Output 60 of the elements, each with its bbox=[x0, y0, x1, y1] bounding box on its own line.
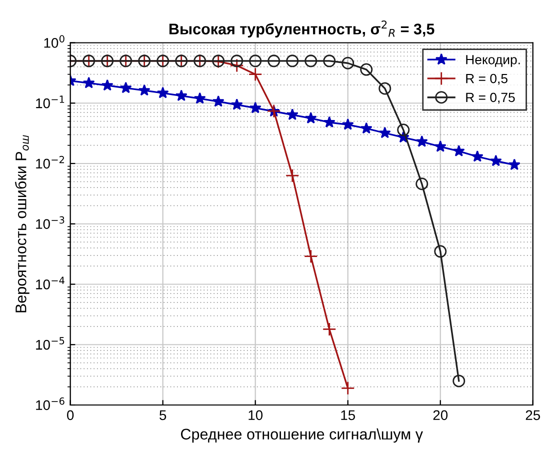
point bbox=[322, 322, 336, 336]
point bbox=[286, 108, 298, 120]
legend-label: R = 0,5 bbox=[466, 74, 508, 85]
point bbox=[230, 58, 244, 72]
y-tick-label: 10$^{−1}$ bbox=[36, 96, 64, 108]
point bbox=[416, 135, 428, 147]
y-axis-title: Вероятность ошибки P$_{ош}$ bbox=[14, 135, 30, 312]
point bbox=[452, 374, 466, 388]
point bbox=[342, 118, 354, 130]
point bbox=[304, 112, 317, 124]
point bbox=[397, 124, 410, 136]
point bbox=[230, 54, 244, 68]
y-tick-label: 10$^{−5}$ bbox=[36, 337, 64, 350]
point bbox=[434, 245, 447, 258]
point bbox=[323, 54, 336, 68]
point bbox=[360, 63, 373, 76]
point bbox=[304, 249, 318, 264]
y-tick-label: 10$^{−4}$ bbox=[36, 276, 64, 290]
point bbox=[249, 102, 262, 114]
point bbox=[304, 54, 318, 68]
point bbox=[120, 82, 132, 94]
point bbox=[230, 98, 243, 110]
point bbox=[249, 54, 262, 68]
point bbox=[156, 86, 169, 98]
point bbox=[212, 95, 224, 107]
point bbox=[268, 54, 280, 68]
legend-label: Некодир. bbox=[466, 55, 520, 67]
point bbox=[286, 54, 299, 68]
point bbox=[434, 140, 446, 152]
legend-label: R = 0,75 bbox=[466, 92, 515, 104]
point bbox=[248, 67, 262, 82]
point bbox=[138, 84, 150, 96]
chart-title: Высокая турбулентность, σ$^{2}$$_{R}$ = 3,5 bbox=[169, 20, 434, 38]
point bbox=[101, 79, 114, 91]
y-tick-label: 10$^{−6}$ bbox=[36, 397, 64, 410]
point bbox=[360, 122, 372, 134]
x-tick-label: 0 bbox=[67, 410, 74, 420]
point bbox=[82, 76, 95, 88]
point bbox=[342, 56, 354, 70]
point bbox=[471, 150, 484, 162]
x-tick-label: 20 bbox=[433, 410, 448, 420]
y-tick-label: 10$^{0}$ bbox=[44, 35, 64, 48]
x-axis-title: Среднее отношение сигнал\шум γ bbox=[181, 428, 423, 443]
point bbox=[340, 381, 355, 396]
x-tick-label: 15 bbox=[341, 410, 356, 420]
y-tick-label: 10$^{−3}$ bbox=[36, 216, 64, 229]
point bbox=[323, 116, 336, 128]
x-tick-label: 5 bbox=[160, 410, 166, 420]
x-tick-label: 10 bbox=[248, 410, 263, 420]
point bbox=[175, 90, 188, 102]
y-tick-label: 10$^{−2}$ bbox=[36, 156, 64, 169]
point bbox=[378, 82, 392, 95]
point bbox=[194, 92, 206, 104]
x-tick-label: 25 bbox=[526, 410, 540, 420]
point bbox=[378, 126, 391, 138]
point bbox=[416, 178, 428, 190]
point bbox=[508, 158, 520, 170]
point bbox=[490, 154, 502, 166]
point bbox=[452, 144, 465, 156]
point bbox=[285, 168, 300, 183]
